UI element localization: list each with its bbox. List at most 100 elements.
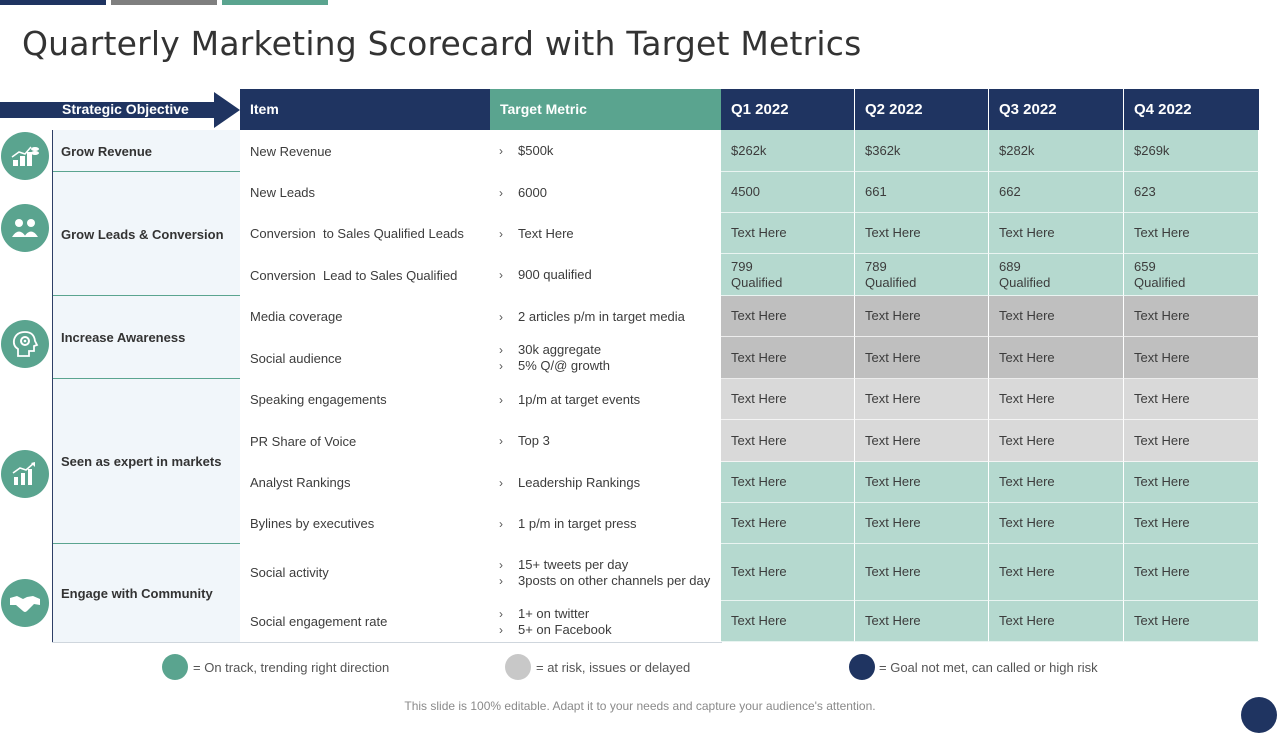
item-header: Item — [240, 89, 490, 130]
quarter-value: 662 — [999, 184, 1021, 199]
chevron-right-icon: › — [499, 144, 503, 158]
quarter-value: Text Here — [1134, 432, 1190, 448]
quarter-value: $282k — [999, 142, 1035, 158]
chevron-right-icon: › — [499, 343, 503, 357]
item-text: Conversion to Sales Qualified Leads — [250, 226, 464, 241]
chevron-right-icon: › — [499, 268, 503, 282]
quarter-value: 659 Qualified — [1134, 258, 1186, 290]
objective-label: Engage with Community — [61, 586, 213, 601]
quarter-value: Text Here — [1134, 564, 1190, 579]
q2-value-cell: Text Here — [855, 379, 989, 420]
q4-value-cell: Text Here — [1124, 379, 1259, 420]
q4-value-cell: 659 Qualified — [1124, 254, 1259, 296]
target-metric-text: 1p/m at target events — [518, 391, 641, 407]
q4-value-cell: 623 — [1124, 172, 1259, 213]
table-row: Social engagement rate › 1+ on twitter › 5+ … — [240, 601, 1259, 642]
chevron-right-icon: › — [499, 475, 503, 490]
table-bottom-rule — [52, 642, 722, 643]
item-text: Social engagement rate — [250, 614, 388, 629]
legend-not-met-dot — [849, 654, 875, 680]
table-row: Social activity › 15+ tweets per day › 3post… — [240, 544, 1259, 601]
target-metric-text: 2 articles p/m in target media — [518, 308, 685, 324]
item-text: New Revenue — [250, 143, 332, 159]
target-metric-text: Top 3 — [518, 433, 550, 448]
q4-value-cell: Text Here — [1124, 296, 1259, 337]
q1-value-cell: Text Here — [721, 420, 855, 462]
table-row: New Leads › 6000 4500 661 662 623 — [240, 172, 1259, 213]
item-cell: Social activity — [240, 544, 490, 601]
q1-value-cell: $262k — [721, 130, 855, 172]
legend-at-risk-dot — [505, 654, 531, 680]
q3-value-cell: Text Here — [989, 379, 1124, 420]
quarter-value: Text Here — [731, 308, 787, 323]
table-row: Speaking engagements › 1p/m at target even… — [240, 379, 1259, 420]
target-metric-text: 1+ on twitter — [518, 605, 590, 621]
q2-value-cell: Text Here — [855, 213, 989, 254]
quarter-value: Text Here — [731, 564, 787, 579]
item-cell: Speaking engagements — [240, 379, 490, 420]
chevron-right-icon: › — [499, 434, 503, 448]
quarter-value: Text Here — [1134, 349, 1190, 365]
target-metric-cell: › 900 qualified — [490, 254, 721, 296]
q3-value-cell: $282k — [989, 130, 1124, 172]
quarter-value: Text Here — [865, 432, 921, 448]
target-metric-cell: › Top 3 — [490, 420, 721, 462]
objective-group-engage-community: Engage with Community — [52, 544, 240, 642]
q2-value-cell: Text Here — [855, 337, 989, 379]
chevron-right-icon: › — [499, 622, 503, 637]
q4-header: Q4 2022 — [1124, 89, 1259, 130]
objective-group-grow-revenue: Grow Revenue — [52, 130, 240, 172]
quarter-value: Text Here — [999, 515, 1055, 530]
target-metric-cell: › 30k aggregate › 5% Q/@ growth — [490, 337, 721, 379]
quarter-value: Text Here — [865, 225, 921, 240]
table-row: Conversion to Sales Qualified Leads › Text… — [240, 213, 1259, 254]
quarter-value: 689 Qualified — [999, 258, 1051, 290]
chevron-right-icon: › — [499, 606, 503, 621]
target-metric-text: 15+ tweets per day — [518, 556, 629, 572]
legend-at-risk-text: = at risk, issues or delayed — [536, 660, 691, 675]
item-cell: Bylines by executives — [240, 503, 490, 544]
target-metric-text: 3posts on other channels per day — [518, 572, 711, 588]
quarter-value: 799 Qualified — [731, 258, 783, 290]
chevron-right-icon: › — [499, 516, 503, 531]
q2-value-cell: Text Here — [855, 544, 989, 601]
strategic-objective-label: Strategic Objective — [62, 101, 189, 117]
top-accent-bar-navy — [0, 0, 106, 5]
target-metric-text: 5+ on Facebook — [518, 621, 612, 637]
q3-value-cell: Text Here — [989, 601, 1124, 642]
quarter-value: Text Here — [865, 308, 921, 323]
quarter-value: Text Here — [1134, 515, 1190, 530]
quarter-value: Text Here — [1134, 391, 1190, 406]
q3-value-cell: Text Here — [989, 337, 1124, 379]
q1-value-cell: Text Here — [721, 337, 855, 379]
quarter-value: 789 Qualified — [865, 258, 917, 290]
item-cell: Conversion Lead to Sales Qualified — [240, 254, 490, 296]
quarter-value: Text Here — [731, 432, 787, 448]
chevron-right-icon: › — [499, 359, 503, 373]
q1-header: Q1 2022 — [721, 89, 855, 130]
q2-value-cell: Text Here — [855, 296, 989, 337]
top-accent-bar-gray — [111, 0, 217, 5]
quarter-value: $262k — [731, 142, 767, 158]
table-row: Social audience › 30k aggregate › 5% Q/@ gro… — [240, 337, 1259, 379]
quarter-value: Text Here — [1134, 613, 1190, 628]
target-metric-text: Leadership Rankings — [518, 474, 641, 490]
chevron-right-icon: › — [499, 557, 503, 572]
q2-value-cell: 661 — [855, 172, 989, 213]
quarter-value: Text Here — [731, 349, 787, 365]
item-text: Social activity — [250, 565, 329, 580]
quarter-value: Text Here — [731, 225, 787, 240]
target-metric-cell: › Leadership Rankings — [490, 462, 721, 503]
item-text: Analyst Rankings — [250, 475, 351, 490]
page-title: Quarterly Marketing Scorecard with Targe… — [22, 24, 862, 63]
objective-group-seen-as-expert: Seen as expert in markets — [52, 379, 240, 544]
q3-value-cell: Text Here — [989, 420, 1124, 462]
growth-chart-icon — [1, 450, 49, 498]
q4-value-cell: Text Here — [1124, 420, 1259, 462]
q2-header: Q2 2022 — [855, 89, 989, 130]
quarter-value: Text Here — [731, 474, 787, 489]
q2-value-cell: Text Here — [855, 503, 989, 544]
q4-value-cell: Text Here — [1124, 601, 1259, 642]
item-cell: Social engagement rate — [240, 601, 490, 642]
q3-value-cell: Text Here — [989, 213, 1124, 254]
